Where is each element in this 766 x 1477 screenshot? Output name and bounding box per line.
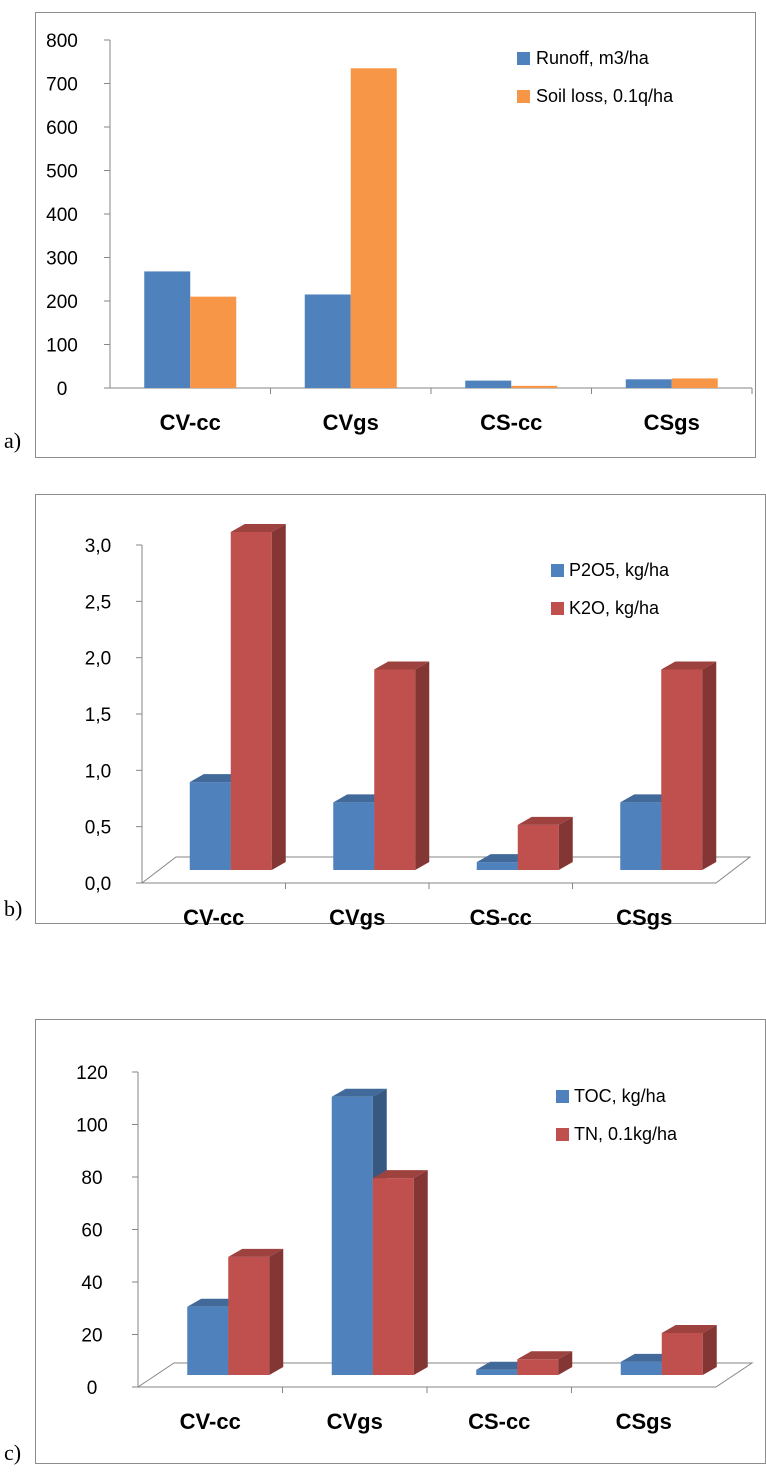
panel-label-c: c): [4, 1440, 22, 1465]
panel-label-a: a): [4, 428, 22, 453]
chart-a-frame: [35, 12, 756, 458]
chart-c-frame: [35, 1019, 766, 1464]
panel-label-b: b): [4, 896, 23, 921]
chart-b-frame: [35, 494, 766, 924]
